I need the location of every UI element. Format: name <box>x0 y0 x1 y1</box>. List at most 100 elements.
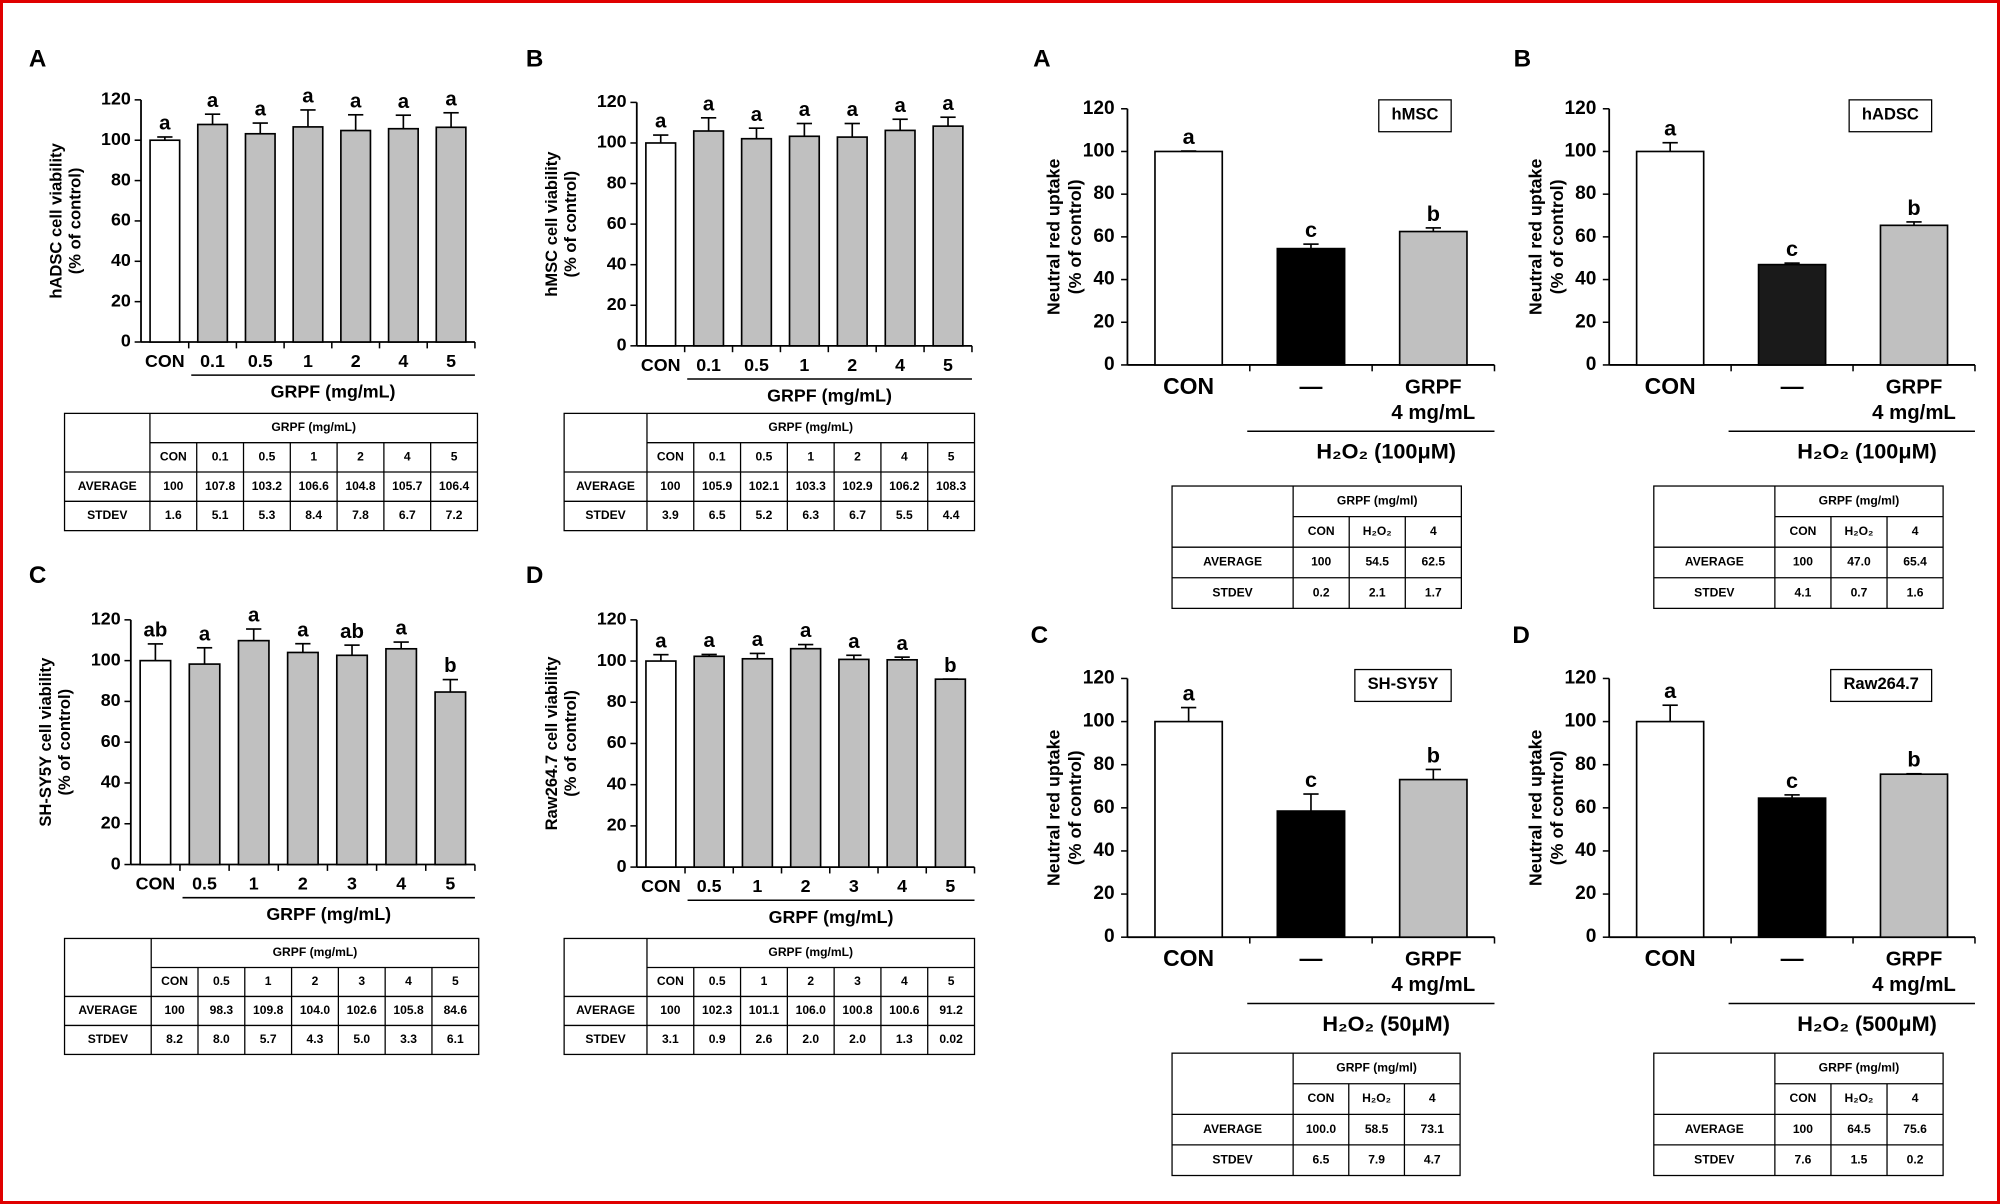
table-cell: 3.9 <box>662 508 679 522</box>
table-header: GRPF (mg/ml) <box>1337 494 1418 508</box>
table-cell: 3.1 <box>662 1032 679 1046</box>
x-tick-label: 4 mg/mL <box>1872 974 1956 996</box>
significance-letter: a <box>703 93 715 115</box>
table-cell: 100 <box>163 479 183 493</box>
significance-letter: c <box>1305 767 1317 792</box>
table-cell: 7.6 <box>1795 1152 1812 1166</box>
significance-letter: a <box>350 90 362 112</box>
x-tick-label: CON <box>1645 373 1696 399</box>
significance-letter: a <box>199 623 211 645</box>
x-tick-label: 5 <box>943 355 953 375</box>
y-tick-label: 120 <box>1083 668 1115 689</box>
table-cell: 7.8 <box>352 508 369 522</box>
table-column-label: 1 <box>310 450 317 464</box>
x-tick-label: CON <box>1163 373 1214 399</box>
table-cell: 103.2 <box>252 479 283 493</box>
bar <box>645 660 677 868</box>
y-tick-label: 60 <box>607 732 627 752</box>
table-cell: 104.8 <box>345 479 376 493</box>
table-row-label: STDEV <box>1212 1152 1252 1166</box>
table-column-label: 2 <box>357 450 364 464</box>
table-row-label: STDEV <box>87 508 127 522</box>
y-tick-label: 60 <box>1093 226 1114 247</box>
bar <box>1154 150 1224 366</box>
bar <box>149 139 181 343</box>
x-tick-label: — <box>1781 945 1804 971</box>
table-column-label: CON <box>160 450 187 464</box>
y-tick-label: 0 <box>1586 926 1597 947</box>
table-row-label: STDEV <box>1694 1152 1734 1166</box>
panel-label: D <box>1512 622 1529 649</box>
bar <box>434 691 467 866</box>
significance-letter: a <box>248 605 260 627</box>
x-tick-label: CON <box>1163 945 1214 971</box>
x-tick-label: GRPF <box>1886 376 1943 398</box>
x-tick-label: GRPF <box>1405 949 1462 971</box>
x-tick-label: 4 <box>895 355 905 375</box>
x-tick-label: — <box>1300 945 1323 971</box>
group-label: H₂O₂ (500μM) <box>1797 1011 1937 1036</box>
table-header: GRPF (mg/ml) <box>1819 1061 1900 1075</box>
table-cell: 0.2 <box>1907 1152 1924 1166</box>
table-header: GRPF (mg/mL) <box>768 420 853 434</box>
x-tick-label: 4 <box>897 876 907 896</box>
y-tick-label: 20 <box>1575 311 1596 332</box>
table-cell: 4.4 <box>943 508 960 522</box>
x-tick-label: 0.1 <box>696 355 721 375</box>
table-cell: 100 <box>1311 555 1331 569</box>
y-axis-label: Neutral red uptake <box>1044 729 1064 886</box>
bar <box>932 125 964 347</box>
table-header: GRPF (mg/ml) <box>1336 1061 1417 1075</box>
y-tick-label: 40 <box>1575 840 1596 861</box>
table-cell: 102.1 <box>749 479 780 493</box>
table-cell: 47.0 <box>1847 555 1871 569</box>
significance-letter: b <box>444 655 456 677</box>
bar <box>692 130 725 347</box>
significance-letter: b <box>1427 201 1440 226</box>
y-axis-label: (% of control) <box>561 690 580 797</box>
bar <box>788 135 821 347</box>
table-row-label: AVERAGE <box>1203 1122 1262 1136</box>
table-header: GRPF (mg/mL) <box>271 420 356 434</box>
bar <box>188 663 221 866</box>
cell-line-label: SH-SY5Y <box>1368 674 1439 693</box>
y-tick-label: 100 <box>597 132 627 152</box>
y-axis-label: Raw264.7 cell viability <box>542 656 561 831</box>
y-tick-label: 80 <box>101 690 121 710</box>
table-cell: 100 <box>660 479 680 493</box>
table-cell: 5.0 <box>353 1032 370 1046</box>
table-cell: 6.7 <box>849 508 866 522</box>
table-column-label: 4 <box>405 974 412 988</box>
y-axis-label: Neutral red uptake <box>1044 159 1064 316</box>
table-column-label: 2 <box>854 450 861 464</box>
y-tick-label: 40 <box>101 772 121 792</box>
table-cell: 100 <box>660 1003 680 1017</box>
table-cell: 2.1 <box>1369 585 1386 599</box>
table-cell: 0.9 <box>709 1032 726 1046</box>
table-cell: 108.3 <box>936 479 967 493</box>
bar <box>740 137 773 347</box>
x-tick-label: 5 <box>446 351 456 371</box>
bar <box>1635 150 1705 366</box>
significance-letter: a <box>942 93 954 115</box>
bar <box>244 132 276 343</box>
bar <box>292 126 324 343</box>
x-tick-label: 2 <box>351 351 361 371</box>
significance-letter: a <box>894 95 906 117</box>
x-tick-label: — <box>1781 373 1804 399</box>
y-axis-label: hADSC cell viability <box>46 142 65 298</box>
panel-label: B <box>526 46 543 73</box>
significance-letter: a <box>896 633 908 655</box>
y-tick-label: 40 <box>1093 269 1114 290</box>
table-row-label: STDEV <box>585 508 625 522</box>
x-tick-label: 0.5 <box>697 876 722 896</box>
significance-letter: b <box>944 655 956 677</box>
table-row-label: AVERAGE <box>1685 1122 1744 1136</box>
significance-letter: c <box>1786 236 1798 261</box>
table-cell: 100.6 <box>889 1003 920 1017</box>
bar <box>286 651 319 866</box>
bar <box>836 136 868 347</box>
bar <box>139 659 172 866</box>
significance-letter: a <box>445 88 457 110</box>
x-tick-label: 1 <box>752 876 762 896</box>
